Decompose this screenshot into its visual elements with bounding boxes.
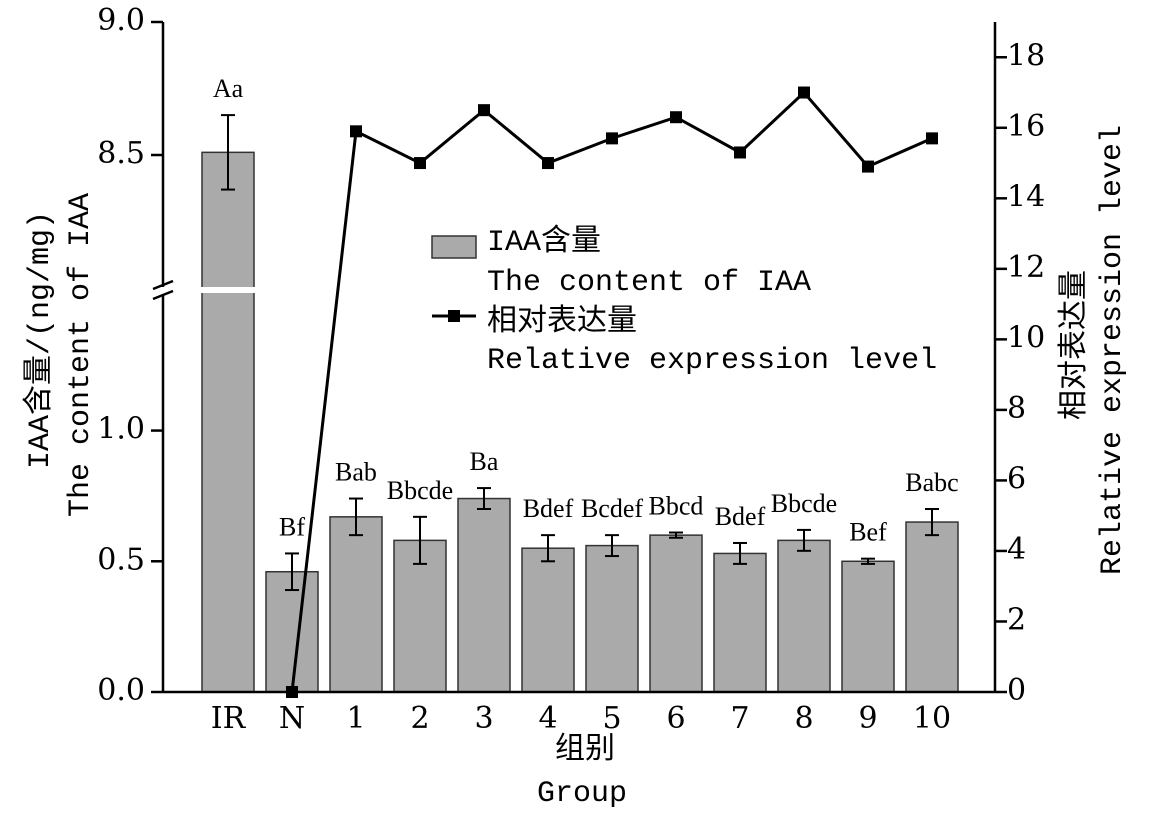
line-marker [798, 86, 810, 99]
line-marker [670, 111, 682, 124]
legend-label-en: Relative expression level [487, 344, 937, 378]
y-tick-label: 0.5 [97, 542, 145, 577]
axis-break [151, 287, 261, 293]
bar [777, 539, 831, 693]
x-axis-label-en: Group [537, 777, 627, 811]
y-axis-label-en: The content of IAA [64, 193, 98, 517]
line-marker [926, 132, 938, 145]
line-marker [862, 160, 874, 173]
line-marker [286, 686, 298, 698]
legend-swatch [431, 235, 477, 259]
legend-label-en: The content of IAA [487, 266, 811, 300]
axis-break-mark [152, 279, 174, 291]
y2-tick-label: 16 [1007, 109, 1045, 144]
x-tick-label: 8 [794, 701, 813, 736]
significance-label: Bbcd [649, 491, 704, 520]
axis-break-mark [152, 289, 174, 301]
significance-label: Aa [213, 74, 244, 103]
y-tick-label: 9.0 [97, 3, 145, 38]
bar [713, 552, 767, 693]
x-tick-label: 7 [730, 701, 749, 736]
line-marker [350, 125, 362, 138]
y2-tick-label: 8 [1007, 391, 1026, 426]
y2-tick-label: 10 [1007, 320, 1045, 355]
bar [201, 151, 255, 693]
bar [329, 516, 383, 693]
x-tick-label: 5 [602, 701, 621, 736]
significance-label: Babc [905, 468, 958, 497]
y2-tick-label: 12 [1007, 250, 1045, 285]
bar [905, 521, 959, 693]
significance-label: Bdef [523, 494, 574, 523]
significance-label: Bdef [715, 502, 766, 531]
line-marker [542, 157, 554, 170]
bar [265, 570, 319, 693]
y2-tick-label: 18 [1007, 38, 1045, 73]
bar [841, 560, 895, 693]
x-axis-label: 组别 [555, 732, 615, 768]
significance-label: Bcdef [581, 494, 643, 523]
y-tick-label: 8.5 [97, 136, 145, 171]
legend-label: 相对表达量 [487, 304, 637, 340]
y-axis-label: IAA含量/(ng/mg) [22, 211, 58, 469]
x-tick-label: 9 [858, 701, 877, 736]
legend-marker [448, 310, 460, 322]
significance-label: Bbcde [387, 476, 453, 505]
bar [585, 544, 639, 693]
line-marker [734, 146, 746, 159]
y-tick-label: 1.0 [97, 412, 145, 447]
x-tick-label: N [279, 701, 305, 736]
line-marker [478, 104, 490, 117]
y2-tick-label: 4 [1007, 532, 1026, 567]
y2-axis-label: 相对表达量 [1057, 270, 1093, 420]
line-marker [606, 132, 618, 145]
bar [393, 539, 447, 693]
bar [521, 547, 575, 693]
line-marker [414, 157, 426, 170]
y2-axis-label-en: Relative expression level [1096, 125, 1130, 575]
significance-label: Bbcde [771, 489, 837, 518]
y2-tick-label: 0 [1007, 673, 1026, 708]
bar [457, 497, 511, 693]
legend-label: IAA含量 [487, 224, 601, 260]
y2-tick-label: 14 [1007, 179, 1045, 214]
x-tick-label: 1 [346, 701, 365, 736]
significance-label: Bab [335, 458, 377, 487]
x-tick-label: IR [211, 701, 247, 736]
x-tick-label: 6 [666, 701, 685, 736]
y2-tick-label: 2 [1007, 602, 1026, 637]
significance-label: Bef [849, 518, 887, 547]
significance-label: Ba [470, 447, 499, 476]
x-tick-label: 4 [538, 701, 557, 736]
x-tick-label: 2 [410, 701, 429, 736]
bar [649, 534, 703, 693]
significance-label: Bf [279, 512, 305, 541]
x-tick-label: 10 [913, 701, 951, 736]
y2-tick-label: 6 [1007, 461, 1026, 496]
x-tick-label: 3 [474, 701, 493, 736]
y-tick-label: 0.0 [97, 673, 145, 708]
